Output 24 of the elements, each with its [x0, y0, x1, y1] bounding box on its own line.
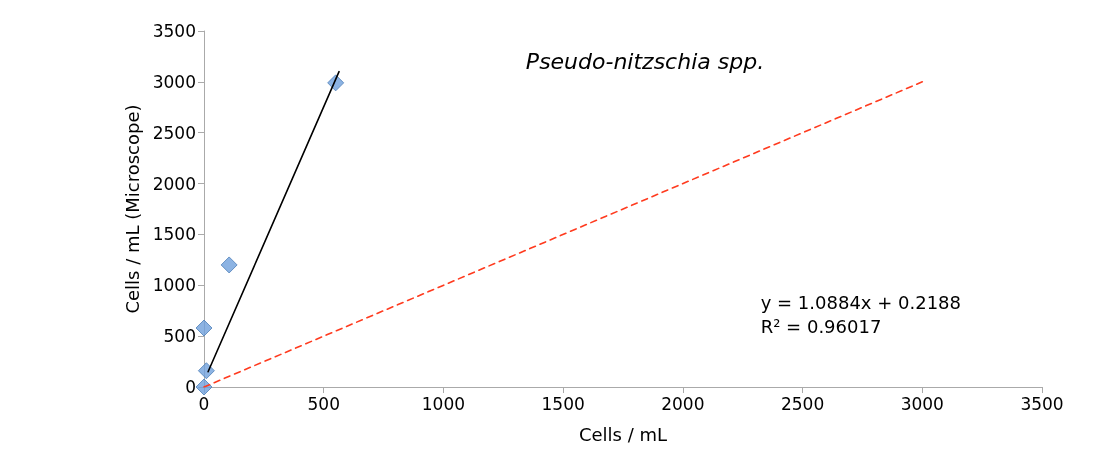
annotation: y = 1.0884x + 0.2188 R² = 0.96017 — [760, 291, 962, 337]
x-tick-label: 2500 — [780, 393, 825, 414]
x-tick-label: 2000 — [661, 393, 705, 414]
point — [197, 362, 215, 380]
x-tick-label: 3000 — [900, 393, 944, 414]
point — [195, 378, 213, 396]
y-tick-label: 500 — [163, 326, 196, 347]
x-tick-label: 3500 — [1020, 393, 1064, 414]
x-tick-label: 1000 — [421, 393, 466, 414]
x-axis-title: Cells / mL — [578, 423, 668, 445]
y-tick-label: 0 — [185, 377, 196, 397]
y-tick-label: 3500 — [152, 21, 196, 41]
y-tick-label: 2000 — [152, 173, 196, 194]
x-tick-label: 500 — [307, 393, 340, 414]
y-axis-title: Cells / mL (Microscope) — [122, 104, 144, 314]
x-tick-label: 1500 — [541, 393, 585, 414]
y-tick-label: 2500 — [152, 122, 196, 143]
point — [195, 319, 213, 337]
point — [220, 256, 238, 274]
x-tick-label: 0 — [198, 393, 210, 414]
text: Pseudo-nitzschia spp. — [525, 48, 765, 74]
y-tick-label: 1000 — [152, 275, 196, 296]
y-tick-label: 1500 — [152, 224, 196, 245]
y-tick-label: 3000 — [152, 71, 196, 92]
